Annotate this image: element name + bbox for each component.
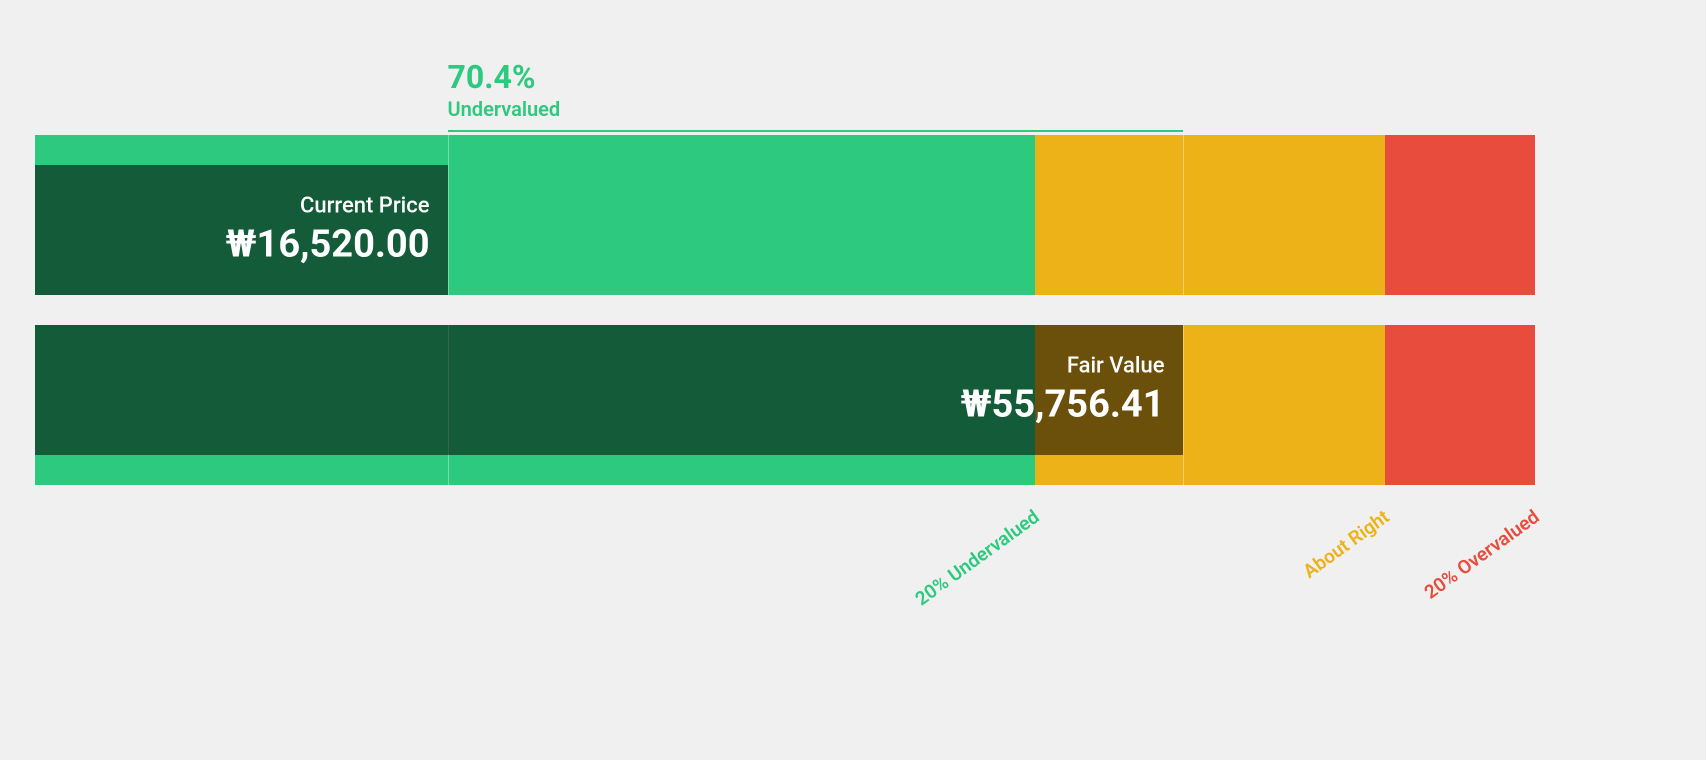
current-price-value: ₩16,520.00	[226, 223, 430, 267]
current-price-text: Current Price ₩16,520.00	[226, 194, 430, 267]
valuation-status: Undervalued	[448, 97, 561, 121]
fair-value-bar: Fair Value ₩55,756.41	[35, 325, 1535, 455]
valuation-percentage: 70.4%	[448, 60, 561, 95]
fair-value-overlay: Fair Value ₩55,756.41	[35, 325, 1183, 455]
axis-undervalued: 20% Undervalued	[852, 505, 1044, 653]
valuation-header: 70.4% Undervalued	[448, 60, 561, 121]
current-price-label: Current Price	[226, 194, 430, 219]
chart-area: Current Price ₩16,520.00 Fair Value ₩55,…	[35, 135, 1535, 485]
fair-value-text: Fair Value ₩55,756.41	[961, 354, 1165, 427]
fair-value-label: Fair Value	[961, 354, 1165, 379]
valuation-span-line	[448, 130, 1183, 132]
mid-gap	[35, 295, 1535, 325]
fair-value-value: ₩55,756.41	[961, 383, 1165, 427]
current-price-bar: Current Price ₩16,520.00	[35, 165, 1535, 295]
current-price-overlay: Current Price ₩16,520.00	[35, 165, 448, 295]
